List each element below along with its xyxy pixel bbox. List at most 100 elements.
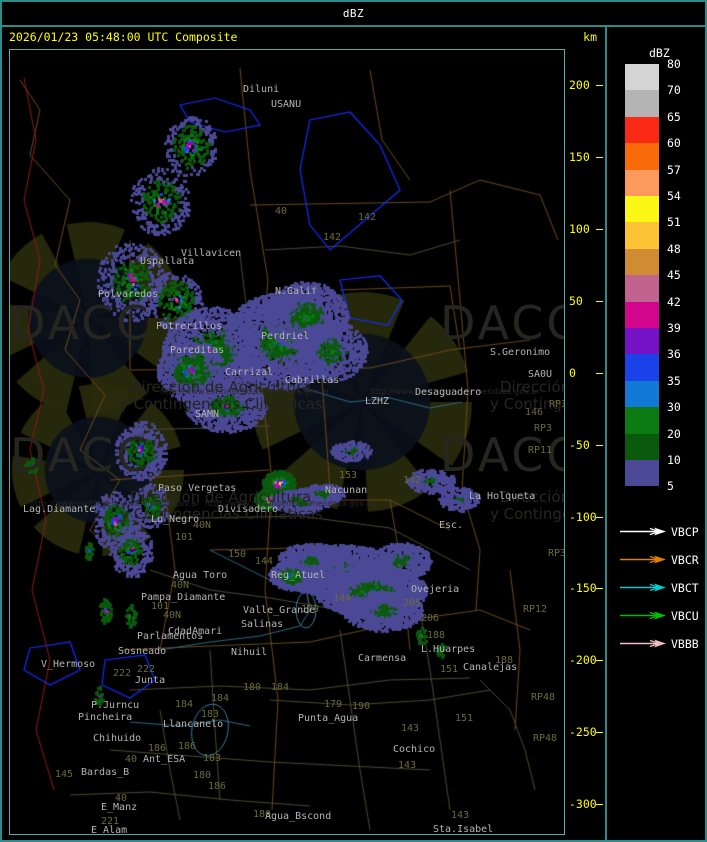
colorbar-swatch (625, 222, 659, 249)
city-label: Diluni (243, 84, 280, 95)
city-label: SAMN (195, 409, 220, 420)
road-label: 142 (358, 212, 377, 223)
city-label: Ovejeria (411, 584, 460, 595)
colorbar-tick-label: 65 (667, 109, 681, 124)
colorbar-swatch (625, 64, 659, 91)
city-label: E_Manz (101, 802, 138, 813)
vector-legend-label: VBBB (671, 637, 699, 651)
city-label: Pincheira (78, 712, 133, 723)
city-label: S.Geronimo (490, 347, 551, 358)
y-tick-mark (596, 84, 603, 86)
vector-legend-row[interactable]: VBCU (619, 609, 705, 623)
road-label: 190 (352, 701, 371, 712)
wind-barb-arrow-icon (620, 555, 666, 564)
y-tick-label: 100 (569, 221, 590, 236)
city-label: Salinas (241, 619, 284, 630)
vector-legend-row[interactable]: VBCR (619, 553, 705, 567)
road-label: 150 (228, 549, 247, 560)
vector-legend-label: VBCT (671, 581, 699, 595)
y-tick-label: -50 (569, 437, 590, 452)
city-label: Cochico (393, 744, 436, 755)
road-label: 40N (163, 610, 182, 621)
road-label: 101 (151, 601, 170, 612)
map-header: 2026/01/23 05:48:00 UTC Composite km (2, 27, 607, 49)
legend-title: dBZ (649, 46, 670, 60)
colorbar-tick-label: 39 (667, 321, 681, 335)
colorbar-swatch (625, 354, 659, 381)
road-label: 186 (208, 781, 227, 792)
colorbar-tick-label: 30 (667, 400, 681, 415)
y-tick-label: -250 (569, 725, 597, 740)
radar-map[interactable]: DACCDACCDACCDACCDirección de Agricultura… (9, 49, 565, 835)
window-title: dBZ (342, 6, 365, 20)
y-tick-mark (596, 372, 603, 374)
road-label: 179 (301, 604, 320, 615)
city-label: Carrizal (225, 367, 274, 378)
road-label: 153 (339, 470, 358, 481)
road-label: 145 (55, 769, 74, 780)
colorbar-tick-label: 20 (667, 426, 681, 441)
road-label: 186 (178, 741, 197, 752)
city-label: Sta.Isabel (433, 824, 494, 835)
city-label: Llancanelo (163, 719, 224, 730)
colorbar-tick-label: 36 (667, 347, 681, 362)
y-tick-mark (596, 300, 603, 302)
city-label: L.Huarpes (421, 644, 476, 655)
timestamp-label: 2026/01/23 05:48:00 UTC Composite (9, 30, 238, 44)
city-label: Canalejas (463, 662, 518, 673)
city-label: Reg_Atuel (271, 570, 326, 581)
road-label: 144 (255, 556, 274, 567)
vector-legend-row[interactable]: VBCT (619, 581, 705, 595)
city-label: Pampa_Diamante (141, 592, 226, 603)
road-label: 221 (101, 816, 120, 827)
radar-echo-canvas[interactable] (10, 50, 564, 834)
city-label: Potrerillos (156, 321, 223, 332)
colorbar-tick-label: 57 (667, 162, 681, 177)
road-label: 40 (275, 206, 288, 217)
road-label: 143 (401, 723, 420, 734)
y-tick-label: 200 (569, 77, 590, 92)
colorbar-swatch (625, 407, 659, 434)
road-label: 142 (403, 475, 422, 486)
y-tick-label: -100 (569, 509, 597, 524)
vector-legend-row[interactable]: VBCP (619, 525, 705, 539)
city-label: Polvaredos (98, 289, 159, 300)
titlebar-divider (2, 25, 705, 27)
road-label: 183 (201, 709, 220, 720)
road-label: 222 (137, 664, 156, 675)
city-label: P.Jurncu (91, 700, 140, 711)
vector-legend-label: VBCU (671, 609, 699, 623)
y-tick-mark (596, 444, 603, 446)
city-label: Pareditas (170, 345, 225, 356)
road-label: RP3 (549, 399, 564, 410)
colorbar-tick-label: 54 (667, 189, 681, 203)
y-tick-mark (596, 588, 603, 590)
city-label: USANU (271, 99, 302, 110)
wind-barb-arrow-icon (620, 611, 666, 620)
city-label: Divisadero (218, 504, 279, 515)
road-label: 183 (203, 753, 222, 764)
colorbar-swatch (625, 90, 659, 117)
city-label: Carmensa (358, 653, 407, 664)
city-label: Punta_Agua (298, 713, 359, 724)
wind-barb-arrow-icon (620, 527, 666, 536)
city-label: Bardas_B (81, 767, 130, 778)
colorbar-tick-label: 5 (667, 479, 674, 494)
colorbar-swatch (625, 460, 659, 487)
city-label: Nacunan (325, 485, 368, 496)
road-label: 180 (253, 809, 272, 820)
vector-legend-label: VBCP (671, 525, 699, 539)
y-axis-unit-label: km (583, 30, 597, 44)
road-label: 180 (243, 682, 262, 693)
city-label: Nihuil (231, 647, 268, 658)
vector-legend-label: VBCR (671, 553, 699, 567)
x-axis: km -100-50050100150200 (2, 837, 607, 842)
road-label: 101 (175, 532, 194, 543)
vector-legend-row[interactable]: VBBB (619, 637, 705, 651)
road-label: 205 (403, 598, 422, 609)
colorbar-swatch (625, 301, 659, 328)
road-label: 40N (193, 520, 212, 531)
city-label: Agua_Bscond (265, 811, 332, 822)
city-label: Esc. (439, 520, 464, 531)
